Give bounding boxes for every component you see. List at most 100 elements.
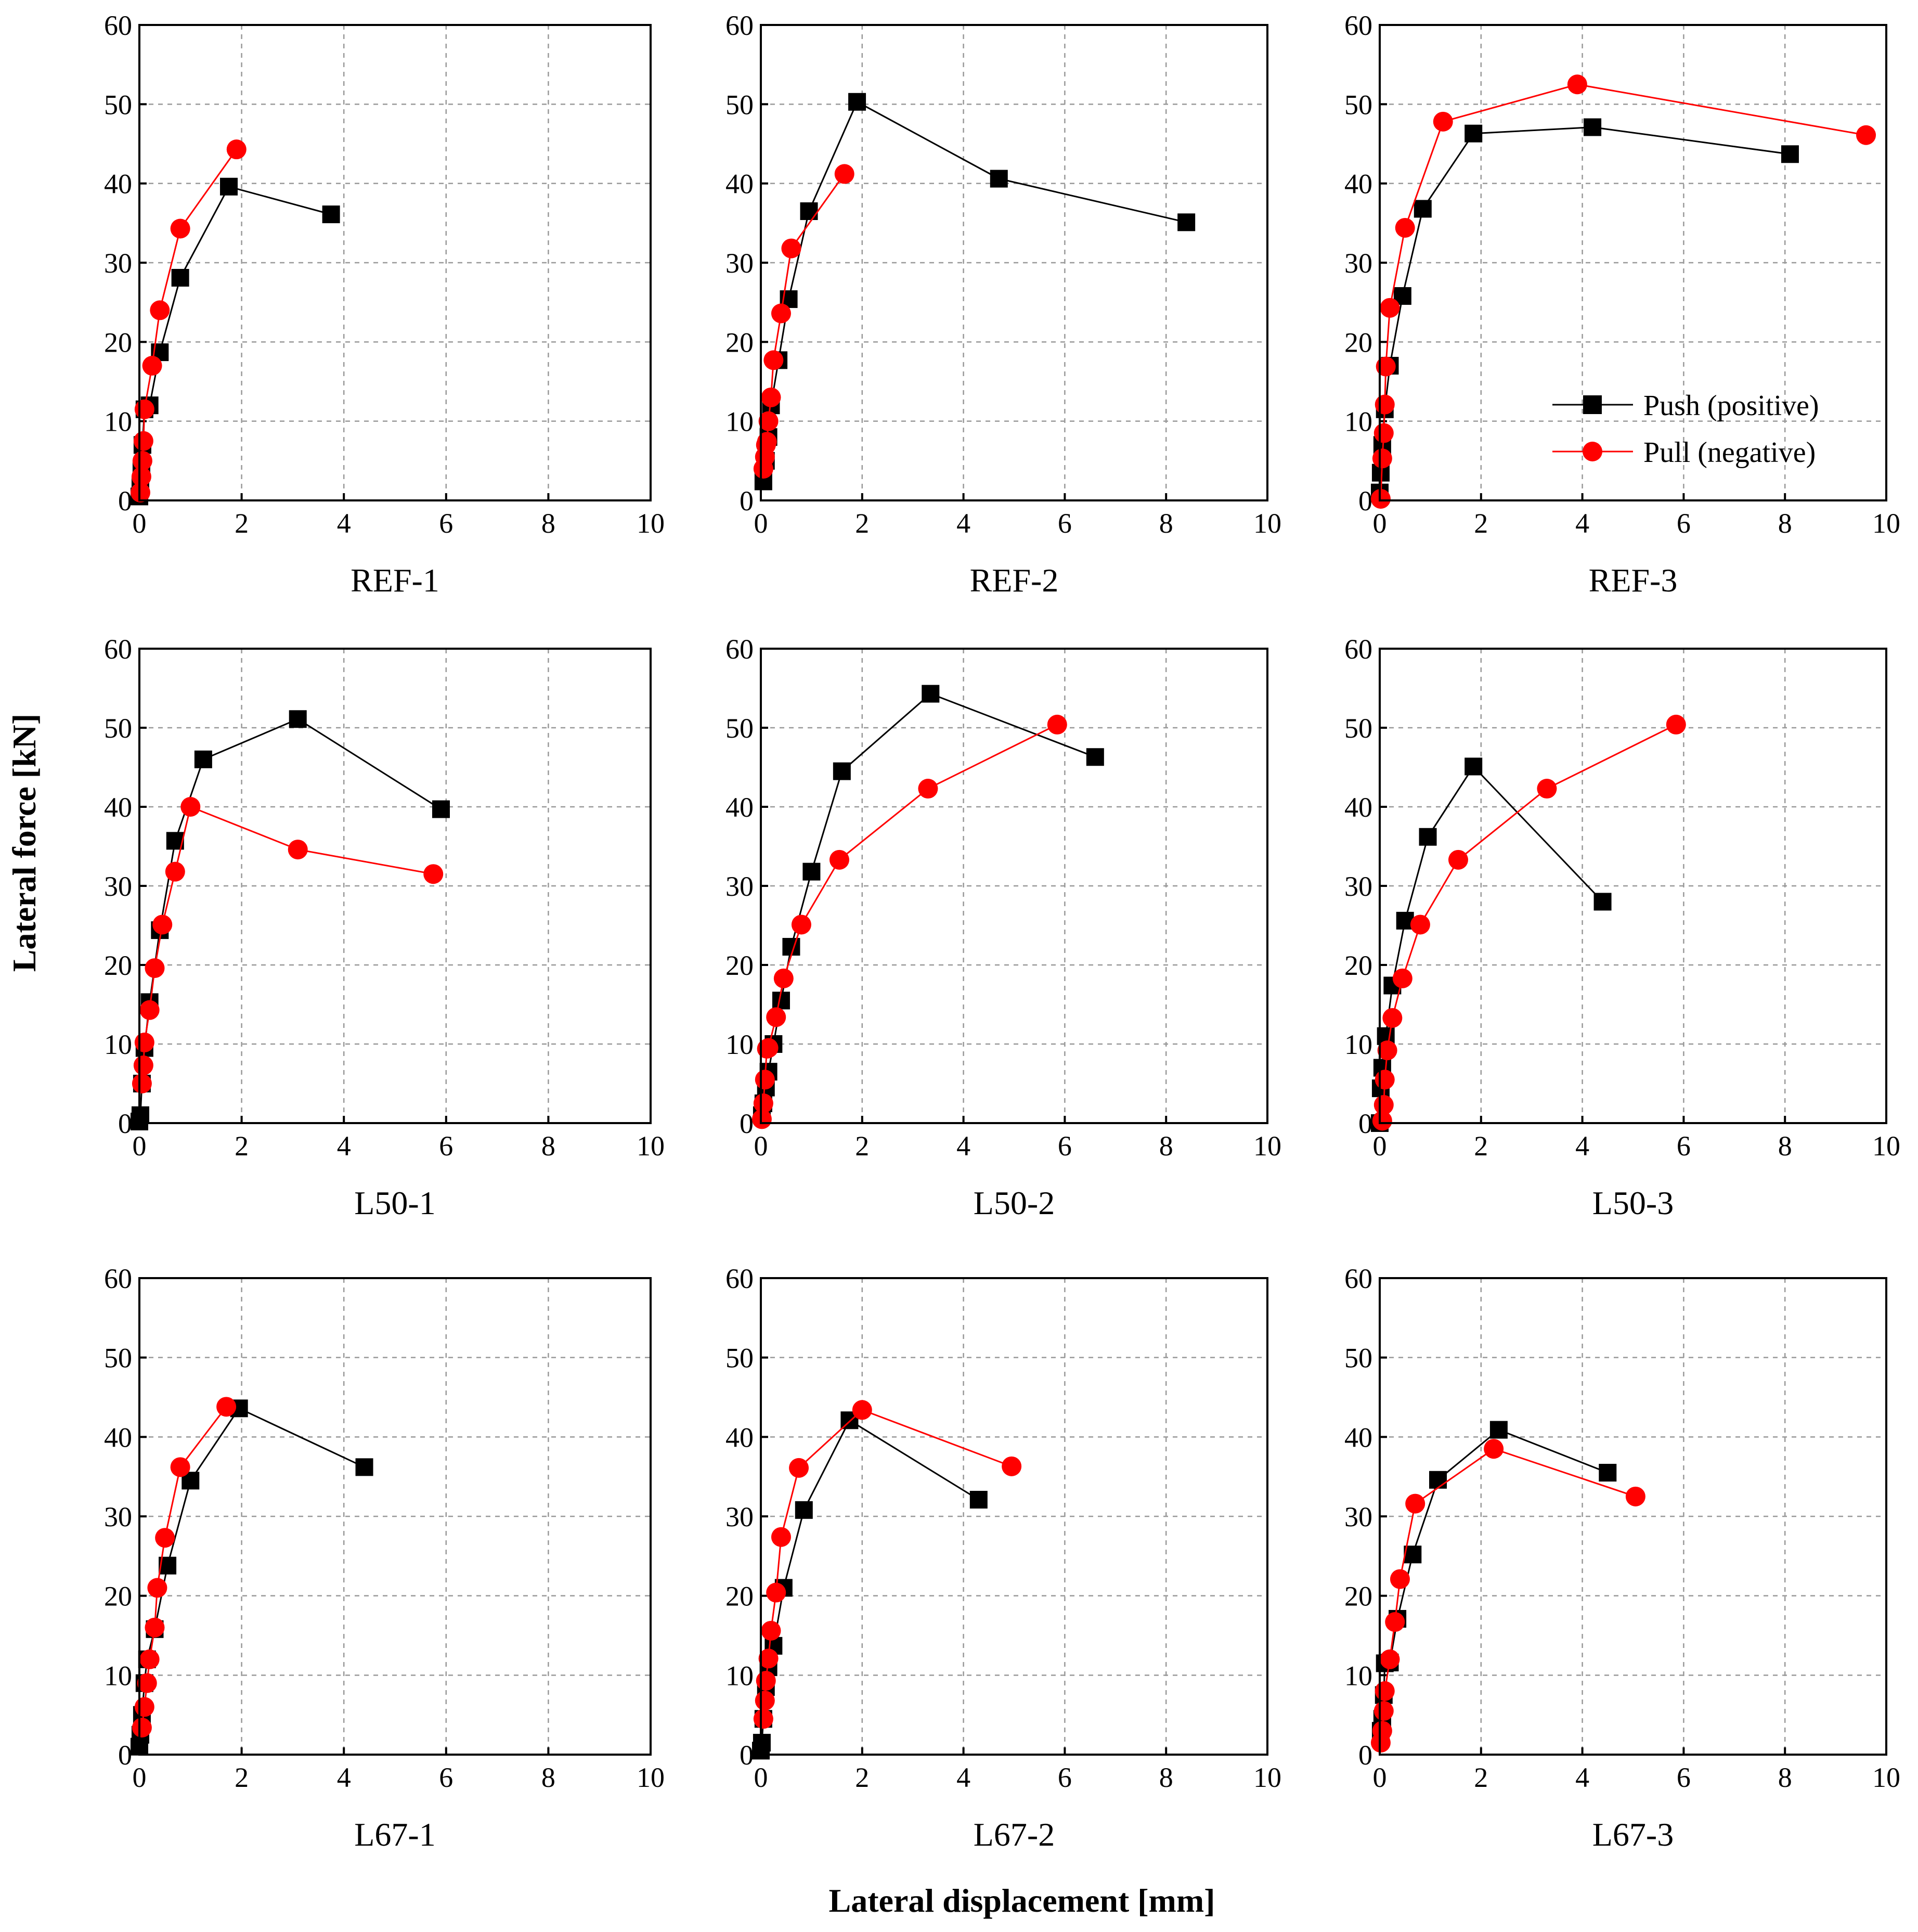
- x-tick-label: 8: [1159, 1130, 1173, 1162]
- push-data-point: [1599, 1464, 1617, 1482]
- y-tick-label: 0: [1358, 1740, 1372, 1771]
- pull-data-point: [1372, 1721, 1392, 1741]
- pull-data-point: [132, 450, 152, 471]
- legend-push-label: Push (positive): [1643, 390, 1819, 422]
- panel-l67-1: 0 2 4 6 8 10 0 10 20 30 40 50 60 L67-1: [104, 1263, 665, 1853]
- pull-data-point: [755, 1070, 775, 1090]
- push-data-point: [802, 862, 821, 881]
- pull-data-point: [170, 1457, 190, 1477]
- pull-data-point: [1410, 915, 1430, 935]
- push-data-point: [1465, 124, 1483, 143]
- y-tick-label: 20: [1344, 327, 1372, 358]
- pull-data-point: [1433, 111, 1453, 132]
- push-data-point: [1419, 828, 1437, 846]
- y-tick-label: 10: [725, 1029, 754, 1060]
- y-tick-label: 60: [104, 1263, 132, 1294]
- push-data-point: [289, 710, 307, 728]
- legend-pull-marker: [1583, 442, 1602, 461]
- y-tick-label: 20: [725, 950, 754, 981]
- y-tick-label: 10: [725, 406, 754, 437]
- pull-data-point: [139, 1000, 160, 1020]
- pull-data-point: [133, 1055, 153, 1076]
- pull-data-point: [165, 861, 185, 882]
- pull-data-point: [134, 399, 154, 419]
- x-tick-label: 6: [439, 1762, 453, 1793]
- x-tick-label: 6: [439, 508, 453, 539]
- push-data-point: [833, 762, 851, 780]
- push-data-point: [1584, 118, 1602, 136]
- pull-data-point: [1484, 1439, 1504, 1459]
- pull-data-point: [757, 432, 777, 452]
- push-data-point: [848, 93, 866, 111]
- pull-data-point: [753, 1709, 773, 1729]
- pull-data-point: [137, 1673, 157, 1693]
- x-tick-label: 10: [1872, 1130, 1900, 1162]
- y-tick-label: 0: [740, 1108, 754, 1139]
- plot-frame: [1379, 1277, 1887, 1756]
- push-series-line: [138, 1407, 365, 1747]
- pull-data-point: [155, 1528, 175, 1548]
- panel-l50-3: 0 2 4 6 8 10 0 10 20 30 40 50 60 L50-3: [1344, 634, 1900, 1221]
- pull-data-point: [852, 1400, 872, 1420]
- plot-frame: [138, 24, 652, 501]
- pull-data-point: [766, 1007, 786, 1027]
- pull-data-point: [771, 303, 791, 324]
- pull-data-point: [1002, 1456, 1022, 1476]
- x-tick-label: 4: [1575, 508, 1589, 539]
- pull-data-point: [756, 1671, 776, 1691]
- y-tick-label: 50: [725, 89, 754, 120]
- pull-data-point: [1395, 217, 1415, 238]
- y-tick-label: 60: [725, 1263, 754, 1294]
- panel-title: REF-1: [351, 562, 439, 599]
- x-tick-label: 8: [1778, 1762, 1792, 1793]
- x-tick-label: 4: [337, 508, 351, 539]
- pull-data-point: [1856, 125, 1876, 145]
- pull-data-point: [134, 1697, 154, 1717]
- pull-data-point: [1382, 1008, 1403, 1028]
- pull-data-point: [781, 238, 801, 259]
- pull-data-point: [131, 467, 151, 487]
- y-tick-label: 0: [118, 485, 132, 517]
- x-tick-label: 10: [1253, 1130, 1281, 1162]
- y-tick-label: 20: [104, 327, 132, 358]
- pull-data-point: [1537, 779, 1557, 799]
- pull-data-point: [1376, 356, 1396, 377]
- pull-data-point: [216, 1397, 237, 1417]
- y-tick-label: 10: [104, 406, 132, 437]
- y-tick-label: 0: [118, 1108, 132, 1139]
- push-data-point: [990, 170, 1008, 188]
- x-tick-label: 8: [1159, 1762, 1173, 1793]
- y-tick-label: 60: [725, 634, 754, 665]
- push-data-point: [1489, 1421, 1508, 1439]
- panel-ref-3: 0 2 4 6 8 10 0 10 20 30 40 50 60 REF-3: [1344, 10, 1900, 599]
- x-tick-label: 4: [1575, 1130, 1589, 1162]
- y-tick-label: 20: [104, 1581, 132, 1612]
- y-tick-label: 40: [1344, 1422, 1372, 1453]
- pull-data-point: [1666, 714, 1686, 735]
- pull-data-point: [132, 1074, 152, 1093]
- push-series-line: [761, 692, 1096, 1115]
- y-tick-label: 10: [1344, 1029, 1372, 1060]
- push-data-point: [922, 685, 940, 703]
- y-tick-label: 20: [1344, 950, 1372, 981]
- x-tick-label: 2: [235, 1762, 249, 1793]
- x-tick-label: 10: [637, 508, 665, 539]
- y-tick-label: 0: [1358, 1108, 1372, 1139]
- push-data-point: [1429, 1471, 1447, 1489]
- push-data-point: [432, 800, 450, 818]
- x-tick-label: 8: [1778, 508, 1792, 539]
- pull-data-point: [1385, 1612, 1405, 1632]
- push-data-point: [171, 268, 189, 287]
- x-tick-label: 2: [1474, 1130, 1488, 1162]
- x-tick-label: 4: [956, 508, 970, 539]
- pull-data-point: [139, 1649, 160, 1669]
- x-tick-label: 0: [1373, 1762, 1387, 1793]
- y-tick-label: 10: [725, 1660, 754, 1691]
- x-tick-label: 10: [1872, 1762, 1900, 1793]
- pull-data-point: [755, 1691, 775, 1711]
- pull-data-point: [791, 915, 811, 935]
- pull-data-point: [1377, 1040, 1397, 1061]
- x-tick-label: 0: [133, 508, 147, 539]
